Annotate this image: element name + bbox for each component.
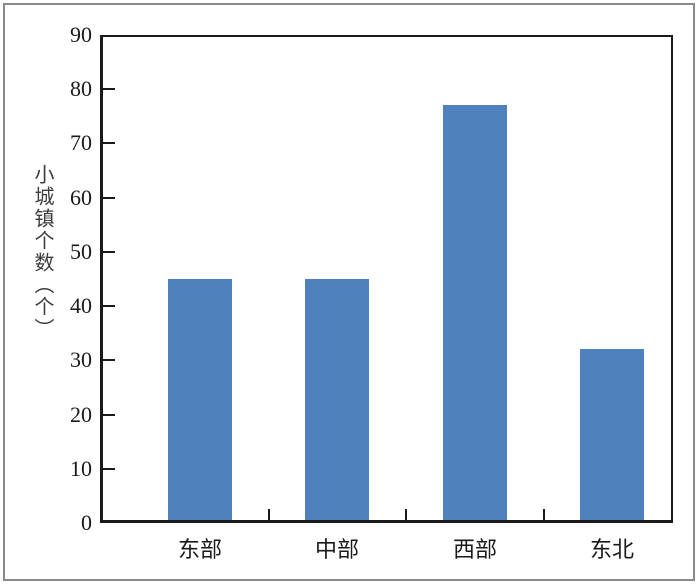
- x-tick-mark-2: [405, 509, 407, 520]
- y-tick-mark-50: [103, 250, 115, 253]
- y-tick-mark-30: [103, 359, 115, 362]
- y-tick-label-90: 90: [70, 22, 92, 47]
- x-tick-mark-1: [267, 509, 270, 520]
- bar-4: [580, 349, 644, 520]
- y-axis-title: 小城镇个数（个）: [31, 164, 53, 340]
- plot-area: [100, 35, 673, 523]
- y-tick-mark-20: [103, 413, 115, 416]
- bar-1: [168, 279, 232, 520]
- y-tick-label-20: 20: [70, 401, 92, 427]
- y-tick-label-0: 0: [81, 510, 92, 535]
- bar-3: [443, 105, 507, 520]
- y-tick-mark-70: [103, 142, 115, 145]
- outer-frame: [3, 3, 695, 581]
- x-tick-mark-3: [542, 509, 545, 520]
- y-tick-label-40: 40: [70, 293, 92, 319]
- x-category-label-3: 西部: [452, 537, 497, 562]
- y-tick-label-80: 80: [70, 76, 92, 102]
- x-category-label-4: 东北: [589, 537, 634, 562]
- y-tick-label-50: 50: [70, 238, 92, 264]
- y-tick-mark-40: [103, 305, 115, 308]
- y-tick-label-70: 70: [70, 130, 92, 156]
- y-tick-label-60: 60: [70, 184, 92, 210]
- y-tick-mark-60: [103, 196, 115, 199]
- bar-2: [305, 279, 369, 520]
- x-category-label-1: 东部: [177, 537, 222, 562]
- x-category-label-2: 中部: [314, 537, 359, 562]
- y-tick-mark-80: [103, 88, 115, 91]
- y-tick-label-10: 10: [70, 455, 92, 481]
- y-tick-mark-10: [103, 467, 115, 470]
- y-tick-label-30: 30: [70, 347, 92, 373]
